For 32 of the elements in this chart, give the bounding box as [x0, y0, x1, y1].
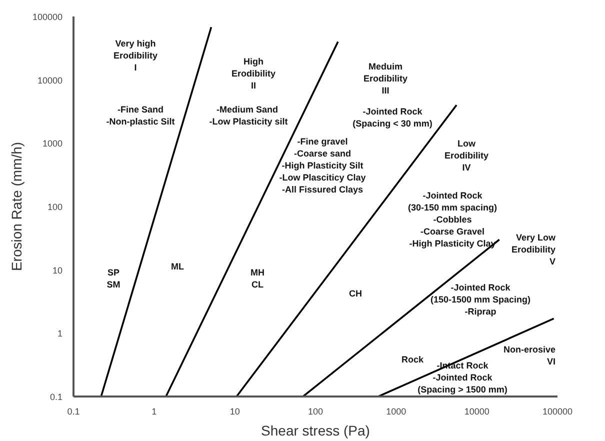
y-tick-label: 1	[57, 328, 63, 339]
annotation: MH CL	[250, 268, 264, 290]
x-tick-label: 0.1	[67, 406, 80, 416]
annotation: Very Low Erodibility V	[512, 232, 556, 266]
x-tick-label: 100000	[542, 406, 573, 416]
annotation: -Medium Sand -Low Plasticity silt	[209, 104, 288, 126]
annotation: Very high Erodibility I	[114, 38, 158, 72]
y-tick-label: 10000	[37, 75, 63, 86]
annotation: -Jointed Rock (Spacing < 30 mm)	[352, 106, 432, 128]
annotation: ML	[171, 262, 184, 272]
annotation: Non-erosive VI	[503, 344, 556, 366]
x-tick-label: 10	[230, 406, 240, 416]
x-tick-label: 1	[152, 406, 157, 416]
x-axis-title: Shear stress (Pa)	[261, 422, 370, 438]
y-tick-label: 100000	[32, 12, 63, 22]
annotation: CH	[349, 288, 362, 298]
x-tick-label: 10000	[464, 406, 490, 416]
y-tick-label: 1000	[42, 138, 63, 149]
annotation: Meduim Erodibility III	[364, 62, 408, 96]
annotation: Low Erodibility IV	[444, 138, 489, 172]
y-tick-label: 100	[47, 202, 63, 212]
annotation: -Fine gravel -Coarse sand -High Plasticity Silt -Low Plasciticy Clay -All Fissured Clays	[279, 136, 366, 194]
x-tick-label: 100	[308, 406, 324, 416]
y-tick-label: 10	[52, 265, 63, 276]
annotation: -Fine Sand -Non-plastic Silt	[106, 104, 175, 126]
annotation: SP SM	[106, 268, 120, 290]
y-axis-title: Erosion Rate (mm/h)	[8, 142, 24, 272]
x-tick-label: 1000	[386, 406, 406, 416]
annotation: -Jointed Rock (150-1500 mm Spacing) -Riprap	[430, 282, 531, 316]
annotation: Rock	[401, 354, 424, 364]
y-tick-label: 0.1	[50, 392, 63, 402]
annotation: High Erodibility II	[232, 56, 276, 90]
